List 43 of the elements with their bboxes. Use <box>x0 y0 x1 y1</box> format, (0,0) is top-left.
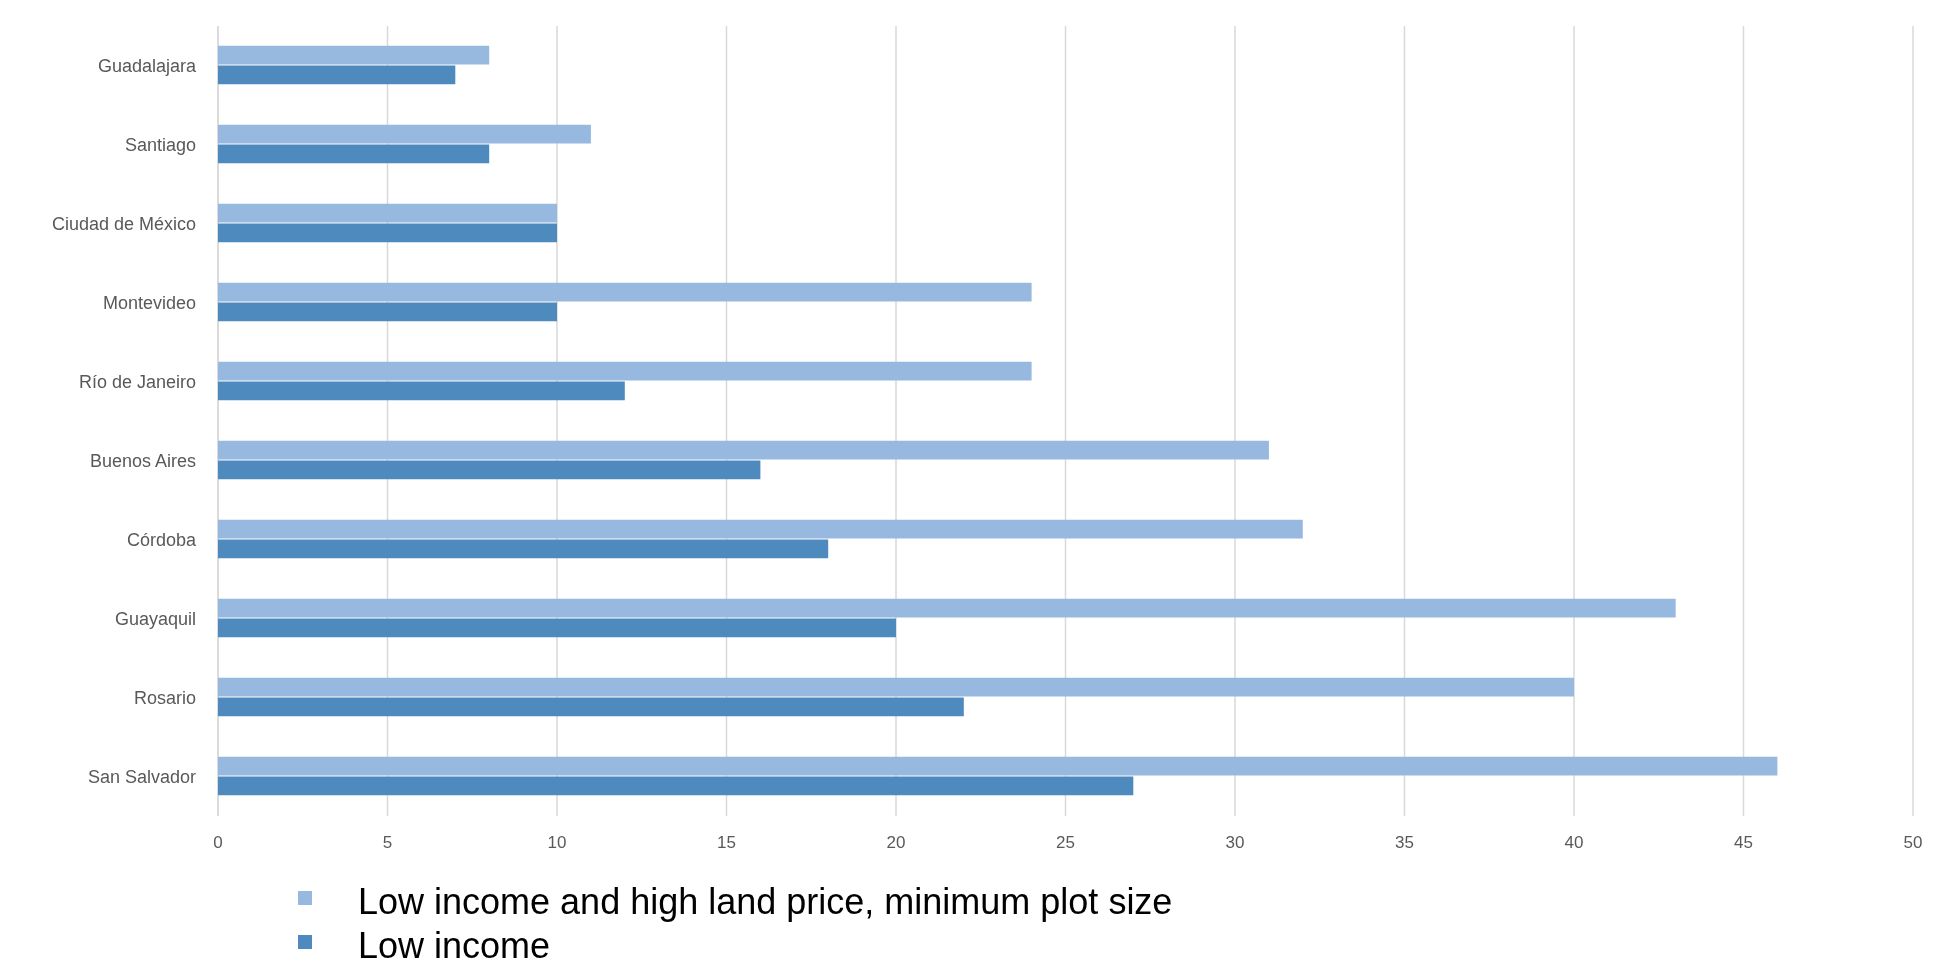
x-tick-label: 35 <box>1395 833 1414 852</box>
x-tick-label: 50 <box>1903 833 1923 852</box>
x-tick-label: 0 <box>213 833 223 852</box>
bar <box>218 697 964 717</box>
bar <box>218 618 896 638</box>
y-tick-label: San Salvador <box>87 766 196 787</box>
x-tick-label: 30 <box>1225 833 1245 852</box>
y-tick-label: Río de Janeiro <box>78 371 196 392</box>
y-tick-label: Rosario <box>133 687 196 708</box>
bar <box>218 282 1032 302</box>
bar <box>218 598 1676 618</box>
bar <box>218 124 591 144</box>
bar <box>218 302 557 322</box>
x-tick-label: 25 <box>1056 833 1075 852</box>
bar <box>218 144 490 164</box>
bar <box>218 223 557 243</box>
bar <box>218 381 625 401</box>
bar <box>218 539 829 559</box>
y-tick-label: Ciudad de México <box>51 213 196 234</box>
bar <box>218 756 1778 776</box>
bar <box>218 519 1303 539</box>
x-tick-label: 10 <box>547 833 567 852</box>
y-tick-label: Guadalajara <box>97 55 197 76</box>
x-tick-label: 15 <box>717 833 736 852</box>
bar <box>218 460 761 480</box>
y-tick-label: Montevideo <box>102 292 196 313</box>
x-tick-label: 5 <box>382 833 393 852</box>
y-tick-label: Buenos Aires <box>89 450 196 471</box>
y-tick-label: Santiago <box>124 134 196 155</box>
bar <box>218 65 456 85</box>
bar <box>218 361 1032 381</box>
bar <box>218 203 557 223</box>
y-tick-label: Córdoba <box>126 529 197 550</box>
bar <box>218 677 1574 697</box>
bar <box>218 440 1269 460</box>
bar <box>218 45 490 65</box>
x-tick-label: 20 <box>886 833 906 852</box>
bar <box>218 776 1134 796</box>
y-tick-label: Guayaquil <box>114 608 196 629</box>
legend-label: Low income <box>358 924 551 966</box>
legend-label: Low income and high land price, minimum plot size <box>358 880 1173 922</box>
x-tick-label: 45 <box>1734 833 1753 852</box>
x-tick-label: 40 <box>1564 833 1584 852</box>
